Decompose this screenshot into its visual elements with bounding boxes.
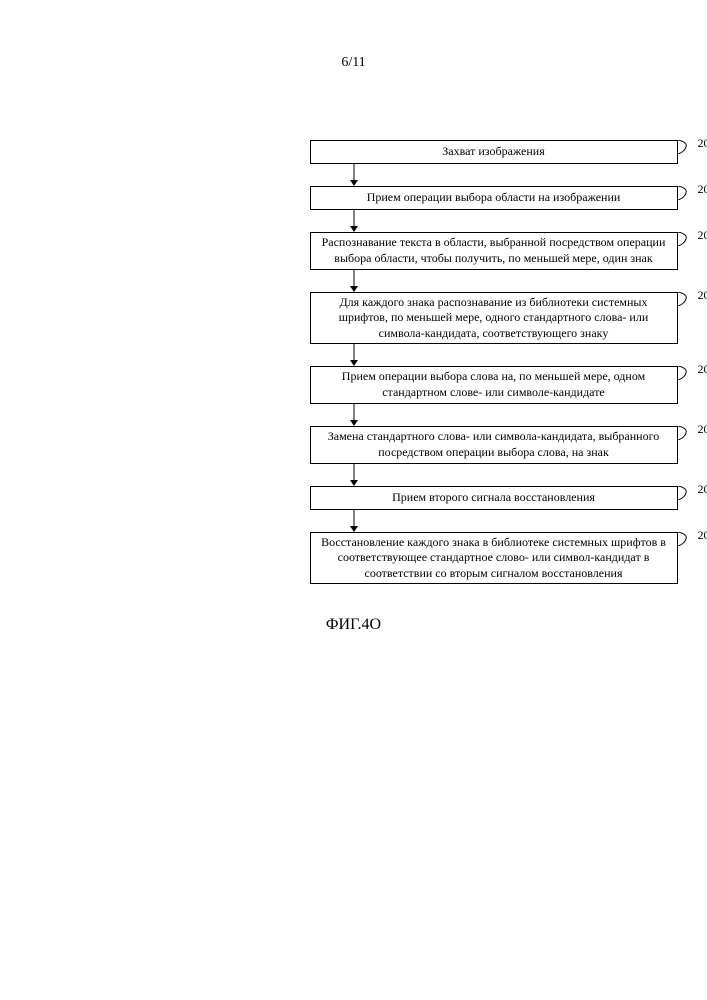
flow-step-label: 201 — [698, 136, 707, 151]
flow-step: Прием операции выбора области на изображ… — [310, 186, 678, 210]
flow-step-label: 208a — [698, 528, 707, 543]
callout-bracket-icon — [678, 140, 694, 154]
flow-step-box: Прием операции выбора слова на, по меньш… — [310, 366, 678, 404]
flow-step-label: 207a — [698, 482, 707, 497]
arrow-down-icon — [348, 510, 360, 532]
callout-bracket-icon — [678, 532, 694, 546]
callout-bracket-icon — [678, 186, 694, 200]
flow-step-box: Захват изображения — [310, 140, 678, 164]
arrow-down-icon — [348, 404, 360, 426]
flowchart: Захват изображения 201 Прием операции вы… — [0, 140, 707, 584]
flow-step-box: Замена стандартного слова- или символа-к… — [310, 426, 678, 464]
callout-bracket-icon — [678, 426, 694, 440]
arrow-down-icon — [348, 210, 360, 232]
flow-step: Захват изображения 201 — [310, 140, 678, 164]
flow-step-box: Прием операции выбора области на изображ… — [310, 186, 678, 210]
flow-step: Для каждого знака распознавание из библи… — [310, 292, 678, 344]
flow-step-box: Для каждого знака распознавание из библи… — [310, 292, 678, 344]
page: 6/11 Захват изображения 201 Прием операц… — [0, 0, 707, 1000]
flow-step-box: Прием второго сигнала восстановления — [310, 486, 678, 510]
page-number: 6/11 — [0, 55, 707, 71]
flow-step-label: 202 — [698, 182, 707, 197]
flow-step: Распознавание текста в области, выбранно… — [310, 232, 678, 270]
flow-step: Восстановление каждого знака в библиотек… — [310, 532, 678, 584]
flow-step-label: 205 — [698, 362, 707, 377]
callout-bracket-icon — [678, 232, 694, 246]
flow-step-box: Восстановление каждого знака в библиотек… — [310, 532, 678, 584]
arrow-down-icon — [348, 270, 360, 292]
arrow-down-icon — [348, 344, 360, 366]
flow-step-label: 206 — [698, 422, 707, 437]
figure-caption: ФИГ.4О — [0, 616, 707, 634]
flow-step-label: 203 — [698, 228, 707, 243]
flow-step: Замена стандартного слова- или символа-к… — [310, 426, 678, 464]
flow-step: Прием операции выбора слова на, по меньш… — [310, 366, 678, 404]
callout-bracket-icon — [678, 292, 694, 306]
callout-bracket-icon — [678, 486, 694, 500]
flow-step: Прием второго сигнала восстановления 207… — [310, 486, 678, 510]
flow-step-box: Распознавание текста в области, выбранно… — [310, 232, 678, 270]
flow-step-label: 204 — [698, 288, 707, 303]
arrow-down-icon — [348, 164, 360, 186]
arrow-down-icon — [348, 464, 360, 486]
callout-bracket-icon — [678, 366, 694, 380]
